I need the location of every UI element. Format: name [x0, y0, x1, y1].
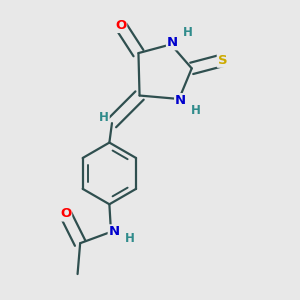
Text: S: S: [218, 54, 227, 67]
Text: N: N: [175, 94, 186, 107]
Text: H: H: [183, 26, 193, 39]
Text: H: H: [125, 232, 135, 245]
Text: N: N: [109, 225, 120, 239]
Text: O: O: [60, 208, 71, 220]
Text: N: N: [167, 36, 178, 49]
Text: H: H: [99, 111, 109, 124]
Text: H: H: [191, 104, 201, 117]
Text: O: O: [115, 19, 126, 32]
